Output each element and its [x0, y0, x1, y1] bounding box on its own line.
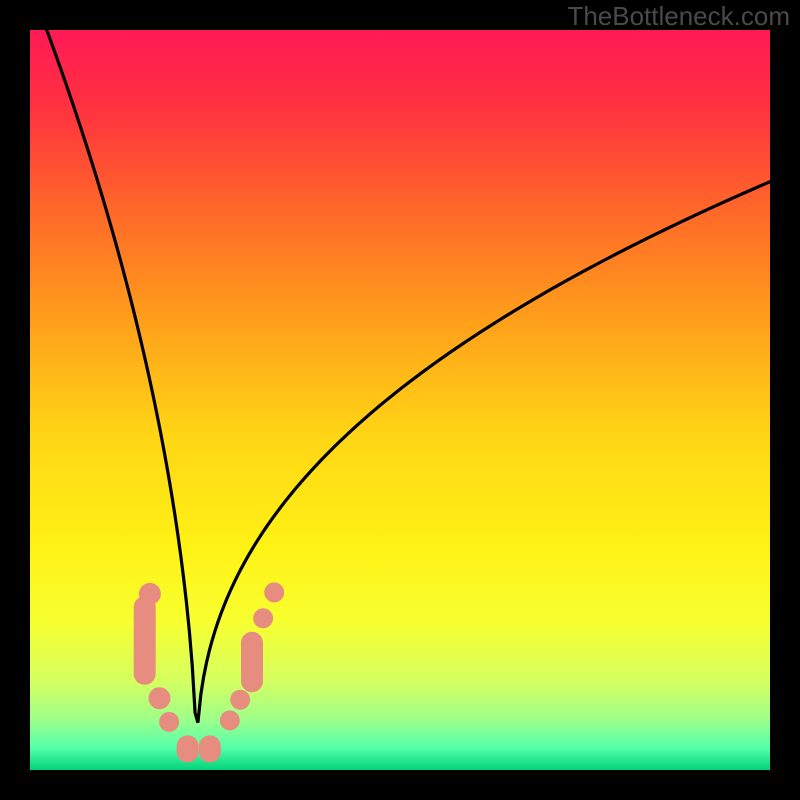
data-marker	[220, 710, 240, 730]
data-marker	[159, 712, 179, 732]
data-marker	[139, 583, 161, 605]
curve-layer	[30, 30, 770, 770]
data-marker	[253, 608, 273, 628]
watermark-text: TheBottleneck.com	[567, 1, 790, 32]
plot-area	[30, 30, 770, 770]
chart-root: TheBottleneck.com	[0, 0, 800, 800]
data-marker	[264, 582, 284, 602]
data-marker	[230, 690, 250, 710]
data-marker	[149, 687, 171, 709]
